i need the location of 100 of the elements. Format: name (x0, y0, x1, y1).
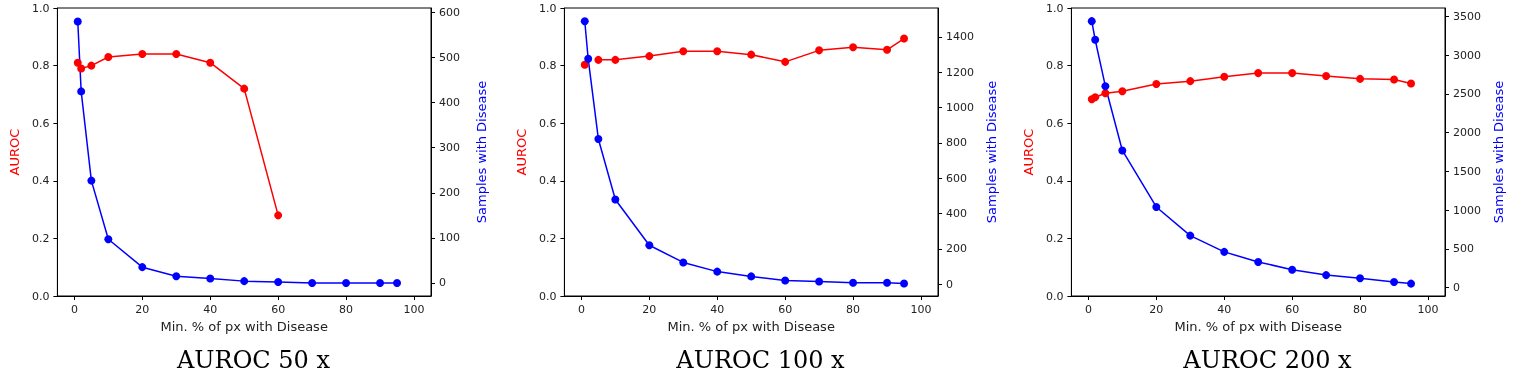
x-tick-label: 40 (710, 303, 725, 316)
point (1091, 93, 1100, 102)
y2-axis-title: Samples with Disease (1490, 80, 1506, 224)
x-tick-label: 0 (1084, 303, 1092, 316)
y2-tick-label: 3500 (1453, 10, 1481, 24)
y-tick-label: 0.8 (31, 59, 50, 73)
y-tick-label: 0.8 (1045, 59, 1064, 73)
point (104, 52, 113, 61)
y-axis-title: AUROC (514, 128, 529, 176)
point (679, 47, 688, 56)
y-tick-label: 1.0 (1045, 1, 1064, 15)
point (900, 34, 909, 43)
point (645, 241, 654, 250)
point (1091, 35, 1100, 44)
y2-tick-label: 500 (439, 51, 460, 65)
x-tick-label: 100 (403, 303, 425, 316)
y-tick-label: 0.4 (1045, 174, 1064, 188)
x-tick-label: 40 (203, 303, 218, 316)
point (594, 134, 603, 143)
point (274, 211, 283, 220)
point (1101, 89, 1110, 98)
y2-tick-label: 1400 (946, 30, 974, 44)
point (308, 278, 317, 287)
x-tick-label: 0 (70, 303, 78, 316)
point (138, 50, 147, 59)
y2-tick-label: 1000 (1453, 203, 1481, 217)
point (1220, 247, 1229, 256)
text: AUROC 50 x (176, 346, 331, 374)
x-tick-label: 20 (135, 303, 150, 316)
x-tick-label: 60 (1285, 303, 1300, 316)
point (679, 258, 688, 267)
point (1087, 17, 1096, 26)
point (240, 84, 249, 93)
point (206, 58, 215, 67)
point (645, 52, 654, 61)
x-tick-label: 0 (577, 303, 585, 316)
point (1407, 279, 1416, 288)
y-tick-label: 1.0 (31, 1, 50, 15)
x-axis-title: Min. % of px with Disease (667, 319, 835, 334)
y-tick-label: 0.6 (538, 116, 557, 130)
point (815, 46, 824, 55)
y2-tick-label: 100 (439, 231, 460, 245)
point (883, 45, 892, 54)
point (240, 277, 249, 286)
point (849, 278, 858, 287)
point (1118, 146, 1127, 155)
point (77, 64, 86, 73)
x-tick-label: 80 (1353, 303, 1368, 316)
point (87, 61, 96, 70)
point (1220, 72, 1229, 81)
point (73, 58, 82, 67)
y-tick-label: 0.2 (1045, 231, 1064, 245)
point (73, 17, 82, 26)
y-axis-title: AUROC (1021, 128, 1036, 176)
point (77, 87, 86, 96)
y-tick-label: 0.6 (31, 116, 50, 130)
y2-tick-label: 2500 (1453, 87, 1481, 101)
y-tick-label: 0.0 (538, 289, 557, 303)
y2-tick-label: 0 (946, 277, 953, 291)
y-tick-label: 0.0 (31, 289, 50, 303)
y2-tick-label: 600 (439, 6, 460, 20)
point (713, 267, 722, 276)
x-tick-label: 100 (1417, 303, 1439, 316)
point (1390, 278, 1399, 287)
point (747, 272, 756, 281)
point (1356, 274, 1365, 283)
x-axis-title: Min. % of px with Disease (160, 319, 328, 334)
y2-tick-label: 1500 (1453, 164, 1481, 178)
point (376, 278, 385, 287)
y-tick-label: 0.8 (538, 59, 557, 73)
point (172, 50, 181, 59)
point (104, 235, 113, 244)
y-tick-label: 0.0 (1045, 289, 1064, 303)
point (781, 57, 790, 66)
point (580, 17, 589, 26)
text: AUROC 100 x (675, 346, 846, 374)
point (1322, 271, 1331, 280)
point (849, 43, 858, 52)
y-tick-label: 1.0 (538, 1, 557, 15)
point (1101, 82, 1110, 91)
point (1254, 257, 1263, 266)
point (611, 195, 620, 204)
y2-tick-label: 400 (946, 206, 967, 220)
x-axis-title: Min. % of px with Disease (1174, 319, 1342, 334)
point (393, 278, 402, 287)
y2-axis-title: Samples with Disease (474, 80, 489, 224)
x-tick-label: 100 (910, 303, 932, 316)
y2-axis-title: Samples with Disease (983, 80, 999, 224)
point (274, 278, 283, 287)
point (1390, 75, 1399, 84)
point (172, 272, 181, 281)
point (1407, 79, 1416, 88)
x-tick-label: 80 (846, 303, 861, 316)
point (138, 263, 147, 272)
y2-tick-label: 0 (439, 276, 446, 290)
point (883, 278, 892, 287)
y2-tick-label: 1200 (946, 65, 974, 79)
x-tick-label: 20 (1149, 303, 1164, 316)
point (1356, 74, 1365, 83)
point (1322, 71, 1331, 80)
